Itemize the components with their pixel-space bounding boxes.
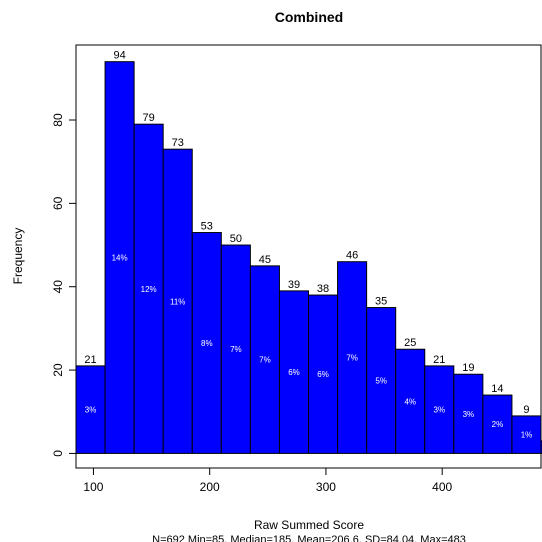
bar-percent-label: 3% [463, 410, 475, 419]
bar-percent-label: 1% [521, 431, 533, 440]
bar-percent-label: 6% [317, 370, 329, 379]
bar-percent-label: 6% [288, 368, 300, 377]
bar-percent-label: 3% [434, 406, 446, 415]
histogram-bar [220, 244, 251, 454]
x-tick-label: 300 [316, 480, 336, 494]
histogram-bar [249, 265, 280, 454]
bar-count-label: 38 [317, 283, 329, 295]
y-tick-label: 20 [51, 363, 65, 377]
y-tick-label: 60 [51, 196, 65, 210]
bar-count-label: 79 [143, 112, 155, 124]
histogram-bar [482, 394, 513, 454]
y-tick-label: 40 [51, 280, 65, 294]
histogram-bar [75, 365, 106, 454]
x-axis: 100 200 300 400 [83, 467, 453, 494]
histogram-bar [395, 348, 426, 454]
bar-percent-label: 4% [404, 397, 416, 406]
bar-percent-label: 3% [85, 406, 97, 415]
bars-group: 21 3% 94 14% 79 12% 73 11% 53 8% 50 7% 45 7% 39 6% 38 6% 4… [75, 50, 542, 454]
histogram-bar [511, 415, 542, 454]
bar-count-label: 21 [433, 354, 445, 366]
bar-percent-label: 11% [170, 297, 185, 306]
x-tick-label: 200 [200, 480, 220, 494]
bar-count-label: 25 [404, 337, 416, 349]
y-axis-label: Frequency [11, 228, 25, 285]
bar-count-label: 35 [375, 296, 387, 308]
bar-percent-label: 8% [201, 339, 213, 348]
x-tick-label: 400 [432, 480, 452, 494]
bar-percent-label: 14% [112, 254, 128, 263]
histogram-bar [104, 61, 135, 454]
histogram-bar [191, 232, 222, 454]
y-tick-label: 0 [51, 450, 65, 457]
bar-count-label: 39 [288, 279, 300, 291]
x-axis-label: Raw Summed Score [254, 518, 364, 532]
y-axis: 0 20 40 60 80 [51, 113, 77, 457]
bar-count-label: 21 [84, 354, 96, 366]
chart-title: Combined [275, 9, 343, 25]
bar-count-label: 73 [172, 137, 184, 149]
bar-count-label: 50 [230, 233, 242, 245]
bar-count-label: 14 [491, 383, 503, 395]
bar-percent-label: 7% [346, 354, 358, 363]
histogram-bar [278, 290, 309, 454]
x-tick-label: 100 [83, 480, 103, 494]
histogram-bar [308, 294, 339, 454]
bar-percent-label: 12% [141, 285, 157, 294]
histogram-bar [453, 373, 484, 454]
bar-count-label: 9 [523, 404, 529, 416]
summary-stats: N=692 Min=85, Median=185, Mean=206.6, SD… [152, 534, 466, 542]
bar-percent-label: 7% [230, 345, 242, 354]
bar-count-label: 46 [346, 250, 358, 262]
bar-count-label: 53 [201, 221, 213, 233]
bar-count-label: 94 [113, 50, 125, 62]
bar-percent-label: 5% [375, 376, 387, 385]
bar-percent-label: 7% [259, 356, 271, 365]
bar-count-label: 45 [259, 254, 271, 266]
histogram-bar [366, 307, 397, 454]
histogram-bar [162, 148, 193, 454]
histogram-bar [424, 365, 455, 454]
bar-percent-label: 2% [492, 420, 504, 429]
y-tick-label: 80 [51, 113, 65, 127]
bar-count-label: 19 [462, 362, 474, 374]
histogram-bar [337, 261, 368, 454]
